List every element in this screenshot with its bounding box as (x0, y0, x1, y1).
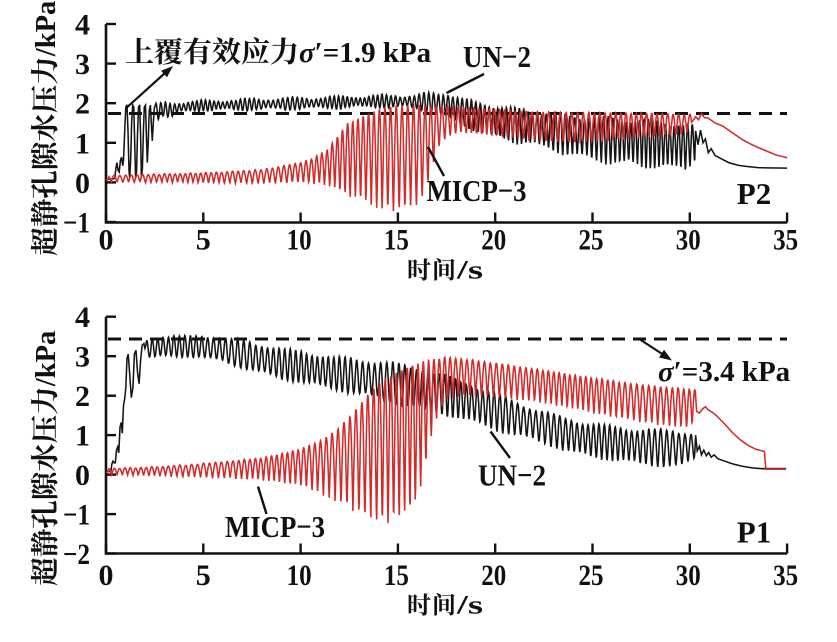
svg-text:σ′=3.4 kPa: σ′=3.4 kPa (658, 356, 791, 388)
svg-text:/kPa: /kPa (31, 331, 62, 387)
svg-text:−2: −2 (63, 538, 90, 571)
svg-text:5: 5 (196, 559, 211, 592)
svg-text:2: 2 (75, 380, 90, 413)
svg-text:UN−2: UN−2 (463, 39, 531, 74)
svg-text:2: 2 (75, 88, 90, 121)
svg-text:0: 0 (75, 167, 90, 200)
svg-text:35: 35 (773, 559, 798, 592)
svg-text:15: 15 (384, 224, 409, 257)
svg-text:10: 10 (287, 559, 312, 592)
svg-text:25: 25 (579, 559, 604, 592)
svg-text:20: 20 (481, 559, 506, 592)
svg-text:/kPa: /kPa (31, 1, 62, 57)
svg-text:3: 3 (75, 48, 90, 81)
svg-text:/s: /s (456, 256, 483, 285)
svg-text:MICP−3: MICP−3 (427, 173, 527, 208)
svg-text:−1: −1 (63, 499, 90, 532)
svg-text:0: 0 (99, 224, 114, 257)
svg-text:30: 30 (676, 224, 701, 257)
svg-text:1: 1 (75, 127, 90, 160)
svg-text:20: 20 (481, 224, 506, 257)
svg-text:0: 0 (99, 559, 114, 592)
svg-text:35: 35 (773, 224, 798, 257)
svg-text:0: 0 (75, 459, 90, 492)
svg-text:30: 30 (676, 559, 701, 592)
svg-text:MICP−3: MICP−3 (225, 509, 325, 544)
svg-text:25: 25 (579, 224, 604, 257)
svg-text:σ′=1.9 kPa: σ′=1.9 kPa (299, 37, 432, 69)
svg-text:1: 1 (75, 420, 90, 453)
svg-text:−1: −1 (63, 207, 90, 240)
svg-text:4: 4 (75, 301, 90, 334)
svg-text:4: 4 (75, 9, 90, 42)
svg-text:10: 10 (287, 224, 312, 257)
svg-text:P1: P1 (737, 515, 771, 550)
svg-text:/s: /s (456, 591, 483, 620)
svg-text:3: 3 (75, 341, 90, 374)
svg-text:5: 5 (196, 224, 211, 257)
svg-text:UN−2: UN−2 (478, 458, 546, 493)
svg-text:P2: P2 (737, 176, 771, 211)
svg-text:15: 15 (384, 559, 409, 592)
